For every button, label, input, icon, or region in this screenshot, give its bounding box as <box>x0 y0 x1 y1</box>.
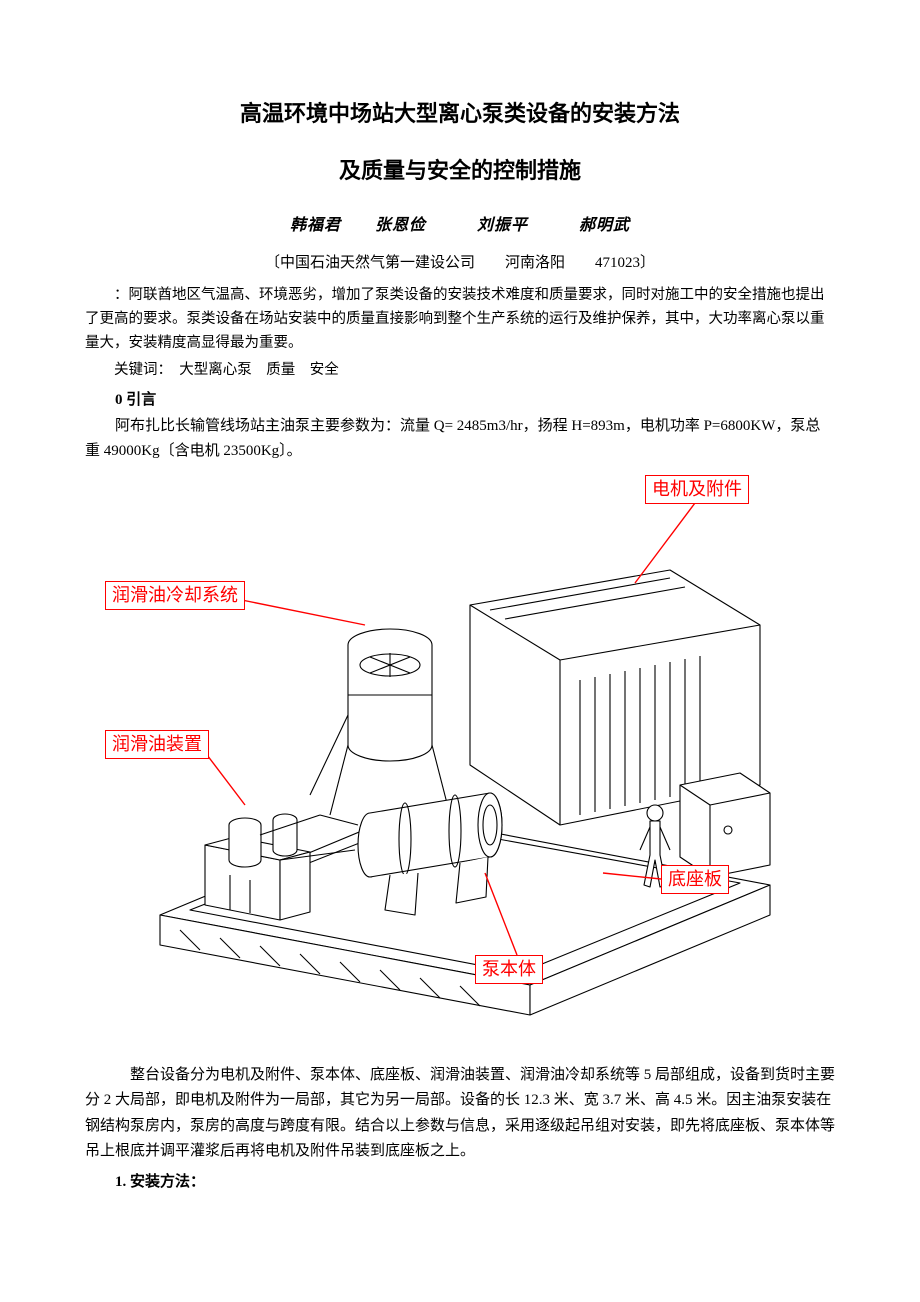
keywords-label: 关键词： <box>114 362 165 378</box>
callout-pump: 泵本体 <box>475 955 543 984</box>
title-line-1: 高温环境中场站大型离心泵类设备的安装方法 <box>85 95 835 134</box>
authors-line: 韩福君 张恩俭 刘振平 郝明武 <box>85 212 835 240</box>
figure-container: 电机及附件 润滑油冷却系统 润滑油装置 底座板 泵本体 <box>85 475 835 1035</box>
body-after-figure: 整台设备分为电机及附件、泵本体、底座板、润滑油装置、润滑油冷却系统等 5 局部组… <box>85 1063 835 1165</box>
keywords-text: 大型离心泵 质量 安全 <box>165 362 339 378</box>
section-0-paragraph: 阿布扎比长输管线场站主油泵主要参数为：流量 Q= 2485m3/hr，扬程 H=… <box>85 414 835 465</box>
affiliation-line: 〔中国石油天然气第一建设公司 河南洛阳 471023〕 <box>85 250 835 276</box>
callout-base: 底座板 <box>661 865 729 894</box>
callout-lube: 润滑油装置 <box>105 730 209 759</box>
equipment-figure: 电机及附件 润滑油冷却系统 润滑油装置 底座板 泵本体 <box>105 475 815 1035</box>
section-1-heading: 1. 安装方法： <box>85 1169 835 1195</box>
callout-motor: 电机及附件 <box>645 475 749 504</box>
abstract-paragraph: ：阿联酋地区气温高、环境恶劣，增加了泵类设备的安装技术难度和质量要求，同时对施工… <box>85 284 835 356</box>
section-0-heading: 0 引言 <box>85 387 835 413</box>
title-line-2: 及质量与安全的控制措施 <box>85 152 835 191</box>
keywords-line: 关键词： 大型离心泵 质量 安全 <box>85 358 835 383</box>
callout-cooling: 润滑油冷却系统 <box>105 581 245 610</box>
